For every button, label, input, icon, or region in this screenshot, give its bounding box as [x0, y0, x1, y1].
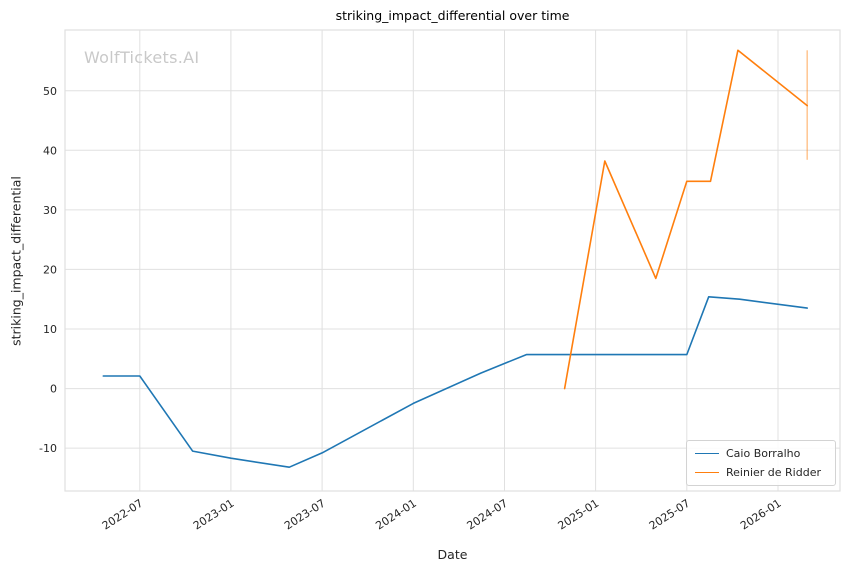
series-line-reinier-de-ridder: [563, 49, 809, 390]
x-tick-label: 2025-07: [647, 497, 693, 533]
legend-line-swatch: [695, 453, 719, 454]
legend: Caio Borralho Reinier de Ridder: [686, 440, 836, 486]
y-tick-label: 20: [43, 263, 57, 276]
x-tick-label: 2023-07: [282, 497, 328, 533]
y-tick-label: 30: [43, 204, 57, 217]
legend-line-swatch: [695, 472, 719, 473]
plot-border: [64, 29, 841, 492]
y-tick-label: 0: [50, 383, 57, 396]
y-tick-label: 40: [43, 144, 57, 157]
x-tick-label: 2022-07: [100, 497, 146, 533]
watermark: WolfTickets.AI: [84, 48, 200, 67]
legend-label: Caio Borralho: [726, 447, 801, 460]
x-tick-label: 2024-01: [373, 497, 419, 533]
y-axis-label: striking_impact_differential: [8, 176, 24, 346]
legend-label: Reinier de Ridder: [726, 466, 821, 479]
legend-item: Reinier de Ridder: [695, 466, 827, 479]
x-tick-label: 2024-07: [465, 497, 511, 533]
y-tick-label: -10: [39, 442, 57, 455]
y-tick-label: 10: [43, 323, 57, 336]
series-line-caio-borralho: [102, 295, 809, 469]
y-tick-label: 50: [43, 85, 57, 98]
x-axis-label: Date: [437, 547, 468, 562]
x-tick-label: 2025-01: [556, 497, 602, 533]
x-tick-label: 2023-01: [191, 497, 237, 533]
x-tick-label: 2026-01: [738, 497, 784, 533]
chart-title: striking_impact_differential over time: [335, 8, 570, 23]
legend-item: Caio Borralho: [695, 447, 827, 460]
